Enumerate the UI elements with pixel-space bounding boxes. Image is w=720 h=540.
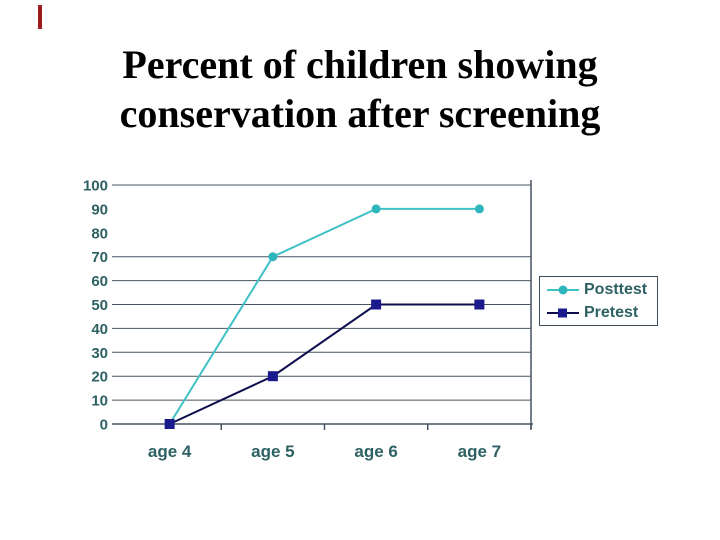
y-tick-label: 60 [91, 273, 108, 290]
y-tick-label: 20 [91, 369, 108, 386]
pretest-series-line [169, 303, 480, 425]
posttest-data-point [371, 204, 381, 214]
posttest-series-line [168, 207, 480, 425]
posttest-data-point [474, 204, 484, 214]
y-tick-label: 50 [91, 297, 108, 314]
legend-item-posttest: Posttest [546, 280, 657, 300]
x-category-label: age 7 [458, 442, 501, 461]
y-tick-label: 30 [91, 345, 108, 362]
y-tick-label: 70 [91, 249, 108, 266]
legend-label-posttest: Posttest [584, 280, 648, 298]
chart-legend: Posttest Pretest [539, 276, 658, 326]
pen-mark [38, 5, 42, 29]
slide-title-line-2: conservation after screening [119, 91, 601, 136]
y-tick-label: 0 [100, 417, 108, 434]
x-category-label: age 5 [251, 442, 294, 461]
legend-item-pretest: Pretest [546, 303, 657, 323]
legend-label-pretest: Pretest [584, 303, 639, 321]
posttest-line-marker-icon [547, 285, 579, 294]
y-tick-label: 100 [83, 178, 108, 195]
pretest-data-point [371, 299, 382, 310]
y-tick-label: 90 [91, 201, 108, 218]
y-tick-label: 10 [91, 393, 108, 410]
posttest-data-point [268, 252, 278, 262]
slide-title: Percent of children showing conservation… [0, 40, 720, 138]
x-category-label: age 6 [354, 442, 397, 461]
x-category-label: age 4 [148, 442, 192, 461]
pretest-data-point [474, 299, 485, 310]
y-tick-label: 40 [91, 321, 108, 338]
pretest-data-point [267, 371, 278, 382]
pretest-line-marker-icon [547, 308, 579, 317]
slide-title-line-1: Percent of children showing [122, 42, 598, 87]
pretest-data-point [164, 419, 175, 429]
y-tick-label: 80 [91, 225, 108, 242]
